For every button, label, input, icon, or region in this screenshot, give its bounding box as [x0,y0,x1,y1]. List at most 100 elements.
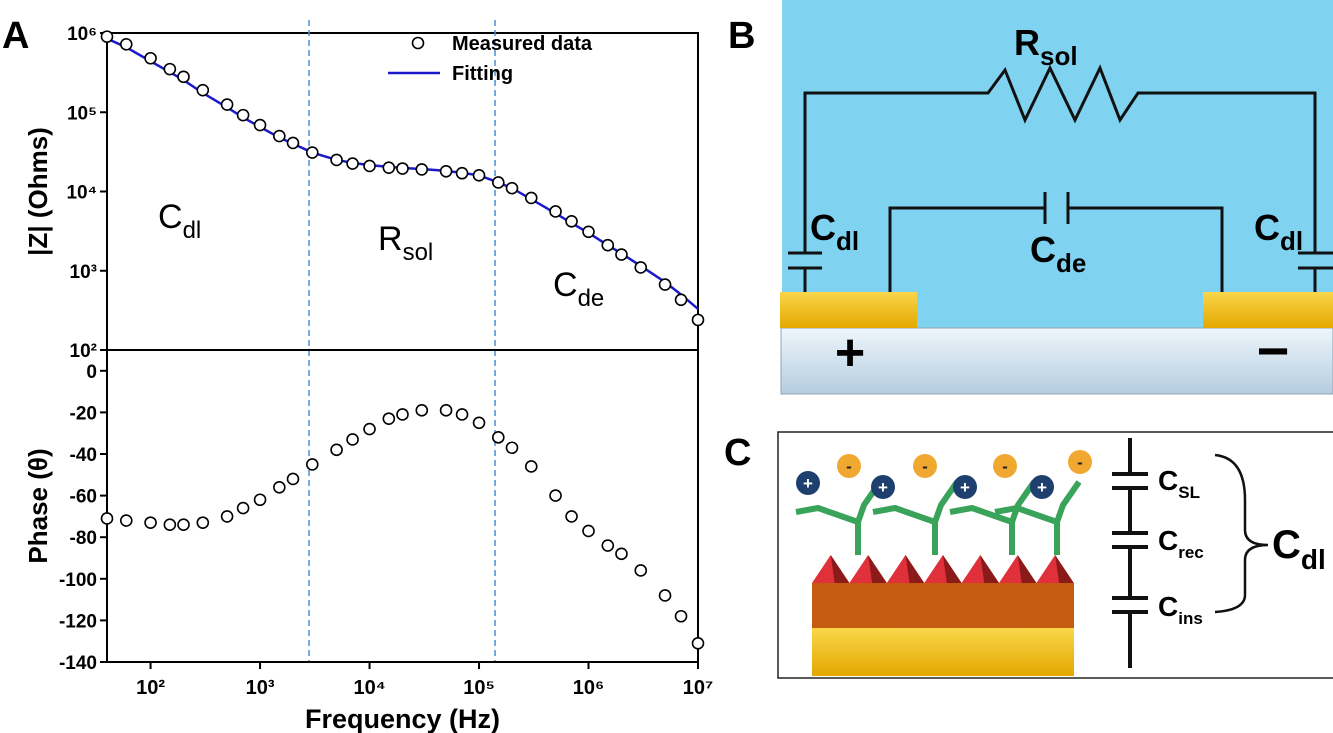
data-point [582,225,595,239]
data-point [305,458,319,471]
cation [953,475,977,499]
cdl-total-label-main: C [1272,523,1301,567]
y-tick-label: 0 [86,362,97,383]
data-point [396,408,409,421]
anion [993,454,1017,478]
data-point [634,261,648,274]
x-axis-label: Frequency (Hz) [305,704,500,733]
region-label-main: R [378,220,403,258]
cins-label-main: C [1158,591,1178,622]
data-point [119,38,133,51]
resistor-label-main: R [1014,22,1040,63]
data-point [439,164,453,178]
data-point [455,408,469,421]
y-axis-label: |Z| (Ohms) [23,127,53,256]
data-point [601,539,615,552]
y-tick-label: 10⁶ [67,24,97,45]
csl-label-sub: SL [1178,483,1200,502]
data-point [220,510,234,523]
gold-base [812,628,1074,676]
data-point [472,169,486,182]
data-point [565,215,578,228]
antibody [872,505,938,555]
antibody [994,505,1060,555]
cation-sign: + [1037,478,1047,497]
x-tick-label: 10² [136,677,165,699]
data-point [144,51,157,65]
anion [913,454,937,478]
cation [871,475,895,499]
y-tick-label: -120 [59,611,97,632]
receptor-pyramid-shade [1055,555,1074,583]
data-point [396,162,409,175]
y-tick-label: -60 [70,487,97,508]
csl-label-main: C [1158,465,1178,496]
antibody [949,505,1015,555]
data-point [505,181,519,195]
chart: 10² 10³ 10⁴ 10⁵ 10⁶ |Z| (Ohms) Measured data Fi… [23,20,705,662]
antibody-arm [1054,480,1082,523]
data-point [691,636,705,650]
data-point [565,510,578,523]
data-point [615,248,628,261]
data-point [524,460,538,473]
series-capacitors [1112,438,1148,668]
y-tick-label: -20 [70,403,97,424]
data-point [273,129,286,143]
receptor-pyramid-shade [1017,555,1037,583]
region-label-sub: sol [403,239,434,266]
anion-sign: - [846,457,852,476]
data-point [286,136,300,150]
receptor-pyramid-shade [830,555,850,583]
data-point [582,524,595,538]
data-point [658,589,672,602]
antibody-arm [932,480,960,523]
data-point [220,98,234,111]
data-point [253,118,267,132]
cdl-left-label-sub: dl [836,226,859,256]
panel-label: B [728,15,755,57]
electrode-right [1203,292,1333,328]
data-point [346,433,359,446]
region-label-sub: de [578,285,605,312]
data-point [601,238,615,252]
receptor-pyramid-shade [942,555,962,583]
data-point [286,472,300,486]
data-point [674,293,688,307]
cation-sign: + [803,474,813,493]
cation-sign: + [960,478,970,497]
antibody [795,505,861,555]
plot-frame [106,349,699,663]
cdl-left-label-main: C [810,207,836,248]
x-tick-label: 10⁶ [573,677,604,699]
cins-label: Cins [1158,591,1203,628]
anode-sign: + [835,324,865,382]
region-label: Cdl [158,198,201,244]
data-point [305,146,319,159]
plot-frame [106,32,699,351]
electrode-left [780,292,917,328]
data-point [382,161,396,174]
data-point [674,609,688,623]
csl-label: CSL [1158,465,1200,502]
cation [796,471,820,495]
crec-label-sub: rec [1178,543,1204,562]
legend-label: Measured data [452,33,593,55]
crec-label-main: C [1158,525,1178,556]
data-point [100,30,114,43]
legend-marker [411,36,425,50]
substrate [780,327,1333,395]
resistor-label: Rsol [1014,22,1078,71]
cation [1030,475,1054,499]
chart: 0 -20 -40 -60 -80 -100 -120 -140 10² 10³ 10⁴ 10⁵ 10⁶… [23,349,713,733]
data-point [346,157,359,170]
x-tick-label: 10³ [246,677,275,699]
receptor-pyramid-shade [905,555,925,583]
x-tick-label: 10⁵ [463,677,495,699]
cde-label-sub: de [1056,248,1086,278]
resistor-label-sub: sol [1040,41,1078,71]
data-point [455,166,469,180]
region-label-main: C [553,266,578,304]
anion [1068,450,1092,474]
